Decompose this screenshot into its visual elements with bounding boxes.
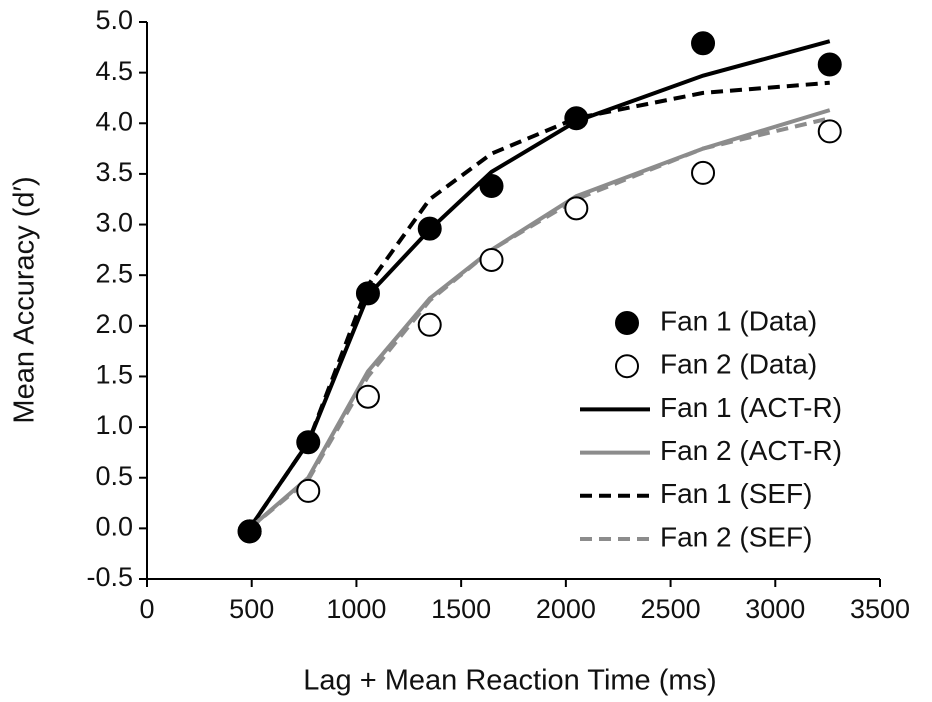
- y-tick-label: 3.5: [95, 157, 133, 187]
- legend-label: Fan 1 (SEF): [660, 478, 812, 509]
- x-tick-label: 1500: [431, 594, 491, 624]
- series-line: [247, 80, 830, 530]
- data-point: [564, 196, 589, 221]
- legend-marker: [615, 311, 639, 335]
- data-point: [417, 312, 442, 337]
- legend-label: Fan 1 (Data): [660, 305, 817, 336]
- legend-label: Fan 2 (Data): [660, 349, 817, 380]
- x-tick-label: 2500: [641, 594, 701, 624]
- data-point: [691, 160, 716, 185]
- x-tick-label: 0: [139, 594, 154, 624]
- y-tick-label: 2.5: [95, 258, 133, 288]
- x-tick-label: 2000: [536, 594, 596, 624]
- series-line: [247, 39, 831, 530]
- data-point: [355, 384, 380, 409]
- x-tick-label: 3500: [850, 594, 910, 624]
- y-axis-label: Mean Accuracy (d′): [9, 176, 41, 423]
- y-tick-label: 5.0: [95, 5, 133, 35]
- y-tick-label: 4.5: [95, 56, 133, 86]
- legend-label: Fan 2 (SEF): [660, 521, 812, 552]
- data-point: [479, 247, 504, 272]
- x-tick-label: 500: [229, 594, 274, 624]
- y-tick-label: -0.5: [86, 562, 133, 592]
- x-tick-label: 1000: [326, 594, 386, 624]
- x-tick-label: 3000: [745, 594, 805, 624]
- data-point: [417, 216, 442, 241]
- legend-label: Fan 1 (ACT-R): [660, 392, 842, 423]
- y-tick-label: 4.0: [95, 106, 133, 136]
- data-point: [296, 478, 321, 503]
- y-tick-label: 0.5: [95, 461, 133, 491]
- data-point: [691, 31, 716, 56]
- data-point: [296, 430, 321, 455]
- legend-label: Fan 2 (ACT-R): [660, 435, 842, 466]
- data-point: [564, 106, 589, 131]
- legend-marker: [615, 354, 639, 379]
- y-tick-label: 3.0: [95, 208, 133, 238]
- series-line: [248, 116, 831, 530]
- y-tick-label: 1.0: [95, 410, 133, 440]
- y-tick-label: 2.0: [95, 309, 133, 339]
- x-axis-label: Lag + Mean Reaction Time (ms): [303, 665, 716, 697]
- data-point: [479, 174, 504, 199]
- data-point: [817, 119, 842, 144]
- data-point: [817, 52, 842, 77]
- data-point: [237, 519, 262, 544]
- data-point: [355, 281, 380, 306]
- y-tick-label: 1.5: [95, 360, 133, 390]
- y-tick-label: 0.0: [95, 511, 133, 541]
